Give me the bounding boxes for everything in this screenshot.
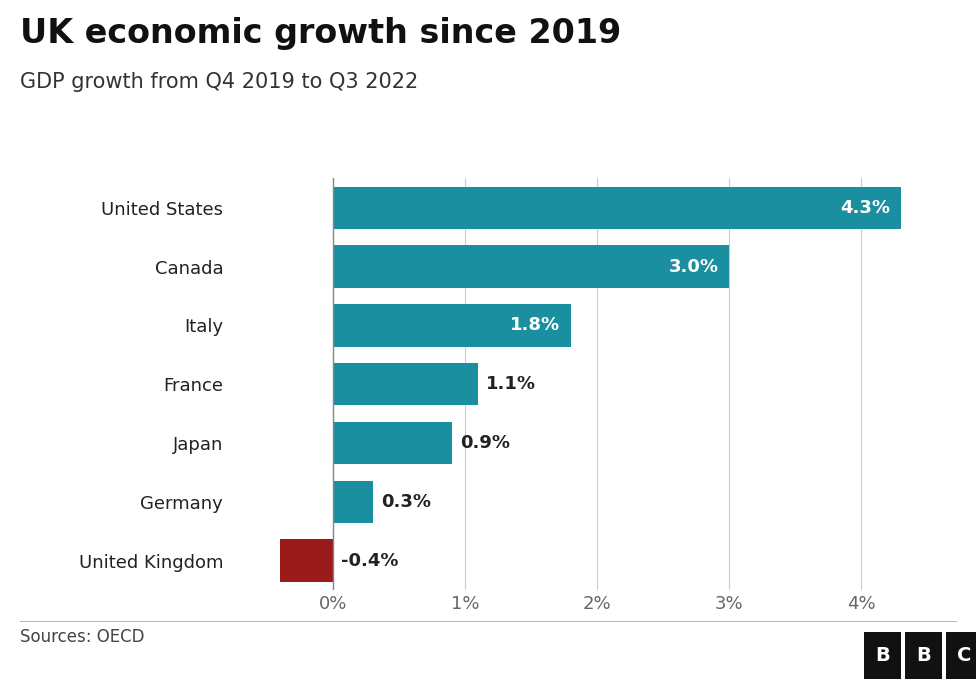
Bar <box>333 246 729 287</box>
Bar <box>333 422 452 464</box>
Text: 0.3%: 0.3% <box>381 493 430 511</box>
Text: UK economic growth since 2019: UK economic growth since 2019 <box>20 17 621 50</box>
Text: GDP growth from Q4 2019 to Q3 2022: GDP growth from Q4 2019 to Q3 2022 <box>20 72 418 92</box>
Text: 4.3%: 4.3% <box>840 199 890 217</box>
Text: 3.0%: 3.0% <box>669 257 718 276</box>
Text: 1.1%: 1.1% <box>486 375 536 393</box>
Bar <box>333 363 478 405</box>
Bar <box>333 304 571 346</box>
Text: 1.8%: 1.8% <box>510 316 560 334</box>
Bar <box>333 187 901 229</box>
Text: C: C <box>957 646 971 665</box>
Bar <box>333 481 373 523</box>
Text: B: B <box>874 646 890 665</box>
Text: Sources: OECD: Sources: OECD <box>20 628 144 646</box>
Text: -0.4%: -0.4% <box>342 552 398 569</box>
Bar <box>280 539 333 582</box>
Text: 0.9%: 0.9% <box>460 434 509 452</box>
Text: B: B <box>915 646 931 665</box>
